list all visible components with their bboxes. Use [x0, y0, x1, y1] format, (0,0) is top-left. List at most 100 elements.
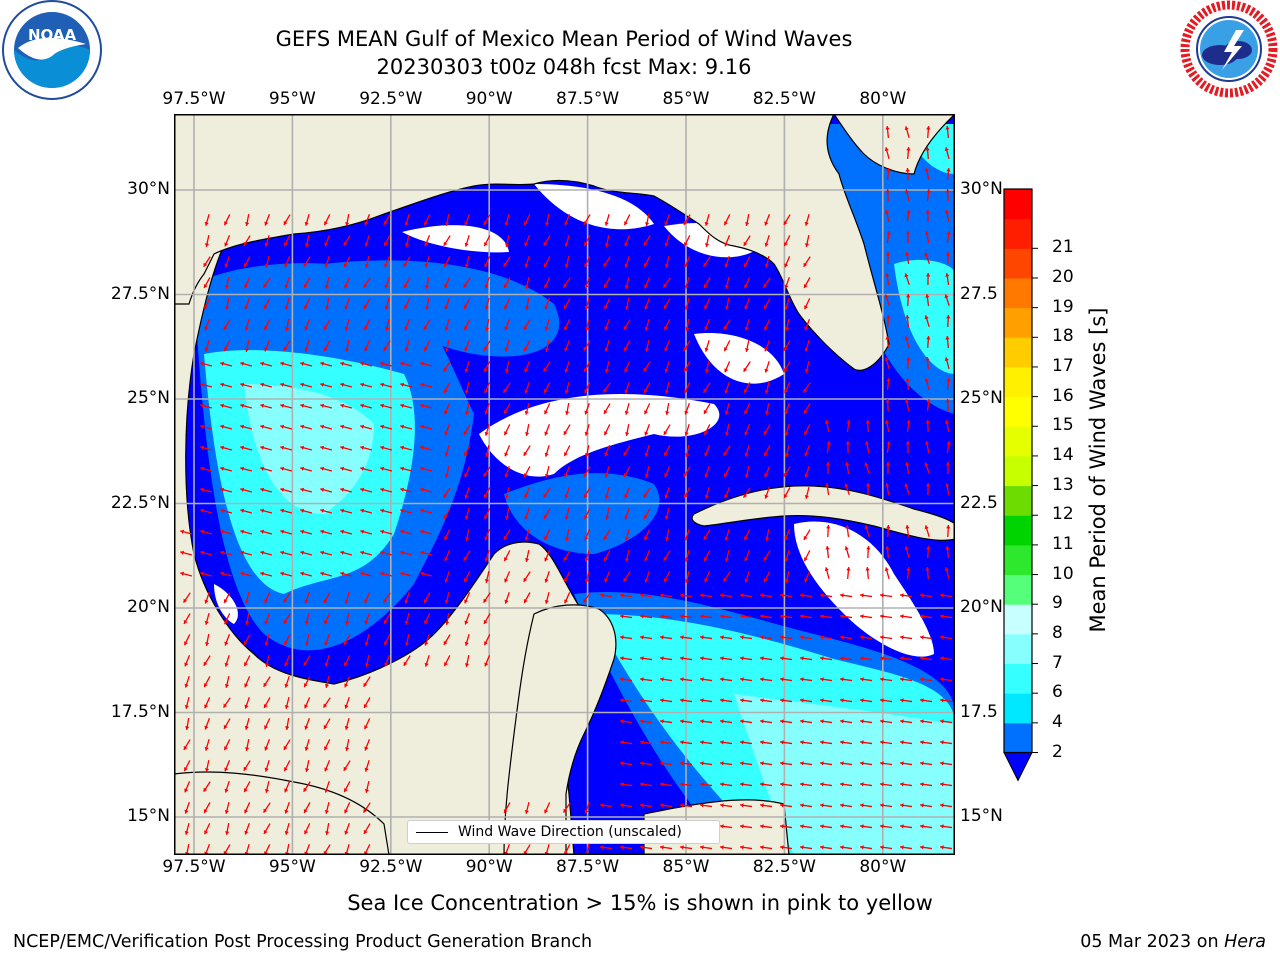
- lon-tick-top: 85°W: [662, 89, 710, 109]
- wind-wave-arrow: [925, 482, 931, 496]
- wind-wave-arrow: [939, 614, 953, 619]
- colorbar-segment: [1004, 426, 1032, 457]
- wind-wave-arrow: [564, 234, 570, 247]
- wind-wave-arrow: [859, 635, 873, 640]
- wind-wave-arrow: [343, 760, 351, 772]
- wind-wave-arrow: [684, 529, 691, 541]
- wind-wave-arrow: [803, 424, 811, 436]
- wind-wave-arrow: [444, 318, 450, 331]
- wind-wave-arrow: [663, 550, 671, 562]
- wind-wave-arrow: [483, 487, 491, 499]
- wind-wave-arrow: [783, 466, 791, 478]
- wind-wave-arrow: [324, 634, 331, 646]
- wind-wave-arrow: [739, 656, 753, 661]
- wind-wave-arrow: [725, 297, 730, 310]
- wind-wave-arrow: [284, 781, 291, 793]
- wind-wave-arrow: [464, 613, 470, 625]
- wind-wave-arrow: [484, 382, 491, 394]
- wind-wave-arrow: [604, 339, 610, 352]
- wind-wave-arrow: [363, 823, 371, 835]
- wind-wave-arrow: [724, 528, 730, 541]
- wind-wave-arrow: [743, 529, 751, 541]
- colorbar-segment: [1004, 455, 1032, 487]
- wind-wave-arrow: [925, 441, 930, 454]
- wind-wave-arrow: [624, 382, 630, 394]
- wind-wave-arrow: [924, 462, 930, 474]
- wind-wave-arrow: [244, 277, 251, 289]
- wind-wave-arrow: [663, 319, 671, 331]
- wind-wave-arrow: [544, 802, 551, 814]
- wind-wave-arrow: [424, 654, 430, 667]
- wind-wave-arrow: [919, 740, 933, 745]
- wind-wave-arrow: [739, 635, 753, 640]
- wind-wave-arrow: [383, 235, 391, 247]
- wind-wave-arrow: [659, 614, 673, 619]
- wind-wave-arrow: [743, 235, 751, 247]
- wind-wave-arrow: [380, 361, 393, 367]
- wind-wave-arrow: [719, 782, 733, 787]
- wind-wave-arrow: [444, 465, 450, 478]
- wind-wave-arrow: [699, 593, 713, 598]
- wind-wave-arrow: [362, 277, 371, 288]
- wind-wave-arrow: [759, 803, 773, 808]
- wind-wave-arrow: [839, 614, 853, 619]
- colorbar-tick-label: 2: [1052, 741, 1063, 762]
- colorbar: [1003, 188, 1038, 782]
- wind-wave-arrow: [324, 276, 330, 289]
- wind-wave-arrow: [886, 167, 891, 181]
- wind-wave-arrow: [759, 782, 773, 787]
- wind-wave-arrow: [465, 402, 470, 415]
- wind-wave-arrow: [703, 277, 711, 289]
- wind-wave-arrow: [799, 719, 813, 724]
- wind-wave-arrow: [464, 633, 470, 646]
- wind-wave-arrow: [839, 824, 853, 829]
- wind-wave-arrow: [745, 213, 750, 226]
- wind-wave-arrow: [300, 550, 313, 556]
- wind-wave-arrow: [804, 234, 810, 247]
- wind-wave-arrow: [603, 256, 611, 268]
- wind-wave-arrow: [524, 801, 530, 814]
- wind-wave-arrow: [204, 697, 211, 709]
- wind-wave-arrow: [360, 508, 373, 514]
- colorbar-tick-label: 19: [1052, 296, 1074, 317]
- wind-wave-arrow: [906, 566, 911, 580]
- wind-wave-arrow: [344, 277, 351, 289]
- wind-wave-arrow: [283, 235, 291, 247]
- wind-wave-arrow: [444, 403, 451, 415]
- wind-wave-arrow: [303, 655, 311, 667]
- wind-wave-arrow: [639, 782, 653, 787]
- wind-wave-arrow: [483, 214, 491, 226]
- wind-wave-arrow: [463, 298, 471, 310]
- wind-wave-arrow: [764, 340, 771, 352]
- wind-wave-arrow: [243, 655, 251, 667]
- wind-wave-arrow: [679, 803, 693, 808]
- colorbar-label: Mean Period of Wind Waves [s]: [1086, 307, 1110, 633]
- colorbar-tick-label: 6: [1052, 682, 1063, 703]
- wind-wave-arrow: [220, 571, 233, 577]
- wind-wave-arrow: [320, 382, 333, 388]
- wind-wave-arrow: [639, 698, 653, 703]
- wind-wave-arrow: [200, 529, 213, 535]
- wind-wave-arrow: [404, 234, 410, 247]
- wind-wave-arrow: [240, 361, 253, 367]
- wind-wave-arrow: [360, 424, 373, 430]
- wind-wave-arrow: [699, 614, 713, 619]
- wind-wave-arrow: [260, 487, 273, 493]
- wind-wave-arrow: [619, 740, 633, 745]
- wind-wave-arrow: [184, 696, 190, 709]
- wind-wave-arrow: [504, 571, 511, 583]
- wind-wave-arrow: [899, 677, 913, 682]
- wind-wave-arrow: [946, 377, 951, 391]
- wind-wave-arrow: [585, 318, 590, 331]
- colorbar-segment: [1004, 248, 1032, 279]
- wind-wave-arrow: [424, 634, 431, 646]
- wind-wave-arrow: [939, 698, 953, 703]
- wind-wave-arrow: [504, 465, 510, 478]
- wind-wave-arrow: [400, 466, 413, 472]
- wind-wave-arrow: [819, 782, 833, 787]
- lon-tick-bottom: 80°W: [859, 857, 907, 877]
- wind-wave-arrow: [824, 420, 830, 433]
- wind-wave-arrow: [443, 634, 451, 646]
- wind-wave-arrow: [564, 592, 571, 604]
- wind-wave-arrow: [360, 529, 373, 535]
